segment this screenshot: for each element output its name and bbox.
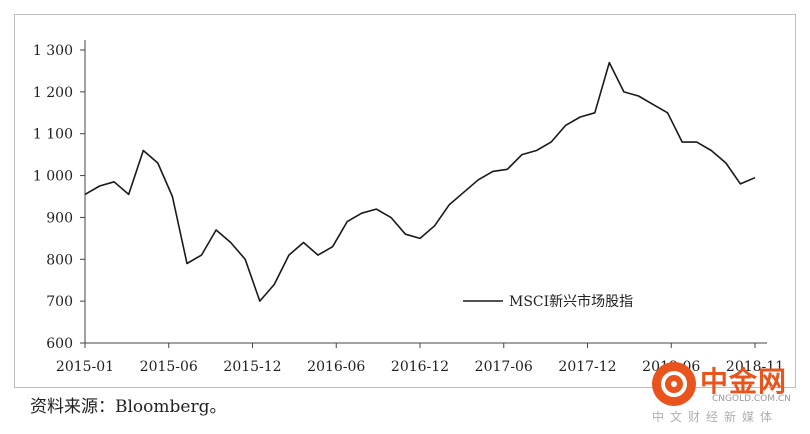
y-tick-label: 1 000: [33, 169, 73, 185]
x-tick-label: 2015-12: [223, 359, 281, 375]
chart-source-note: 资料来源：Bloomberg。: [30, 397, 227, 417]
x-tick-label: 2017-06: [475, 359, 533, 375]
watermark-tagline: 中文财经新媒体: [652, 410, 779, 424]
watermark-url: CNGOLD.COM.CN: [712, 394, 791, 404]
y-tick-label: 600: [46, 336, 73, 352]
watermark-logo-icon: [652, 362, 696, 406]
chart-frame: 600 700 800 900 1 000 1 100 1 200 1 300 2015-01 2…: [14, 14, 796, 388]
series-line: [84, 61, 756, 302]
line-chart: 600 700 800 900 1 000 1 100 1 200 1 300 2015-01 2…: [33, 40, 784, 375]
y-tick-label: 900: [46, 210, 73, 226]
y-tick-label: 1 200: [33, 85, 73, 101]
x-tick-label: 2016-06: [307, 359, 365, 375]
x-tick-label: 2017-12: [558, 359, 616, 375]
y-tick-label: 1 100: [33, 127, 73, 143]
x-tick-label: 2018-11: [726, 359, 784, 375]
x-tick-label: 2016-12: [391, 359, 449, 375]
watermark-name: 中金网: [700, 365, 788, 398]
legend-label: MSCI新兴市场股指: [509, 293, 633, 310]
x-tick-label: 2015-06: [140, 359, 198, 375]
y-tick-label: 1 300: [33, 43, 73, 59]
x-tick-label: 2015-01: [56, 359, 114, 375]
y-tick-label: 800: [46, 252, 73, 268]
y-tick-label: 700: [46, 294, 73, 310]
